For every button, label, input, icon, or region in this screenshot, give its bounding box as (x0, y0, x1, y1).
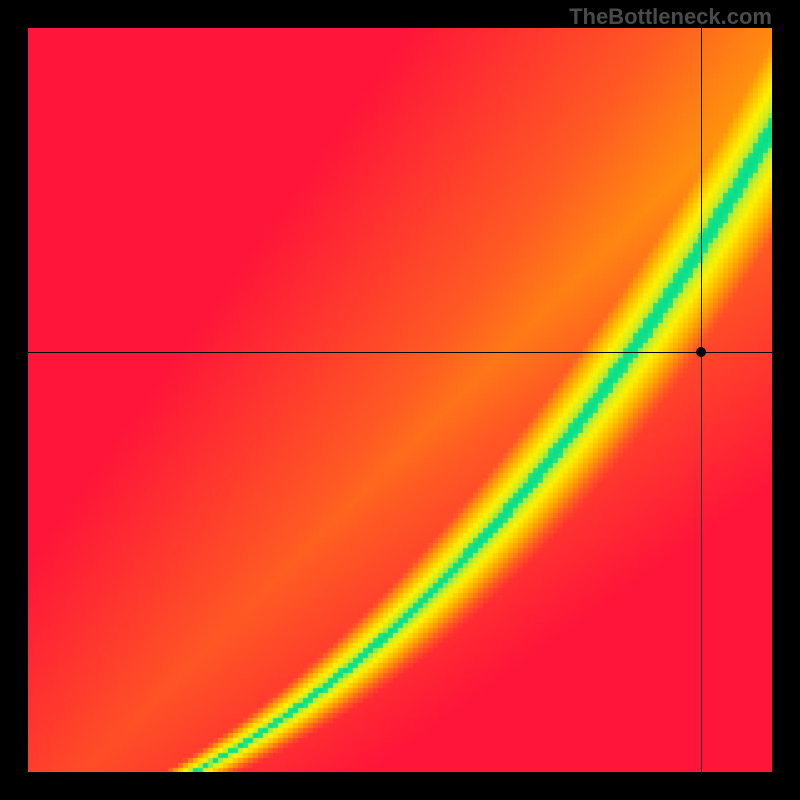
crosshair-horizontal (28, 352, 772, 353)
heatmap-plot (28, 28, 772, 772)
watermark-text: TheBottleneck.com (569, 4, 772, 30)
crosshair-vertical (701, 28, 702, 772)
heatmap-canvas (28, 28, 772, 772)
marker-dot (696, 347, 706, 357)
